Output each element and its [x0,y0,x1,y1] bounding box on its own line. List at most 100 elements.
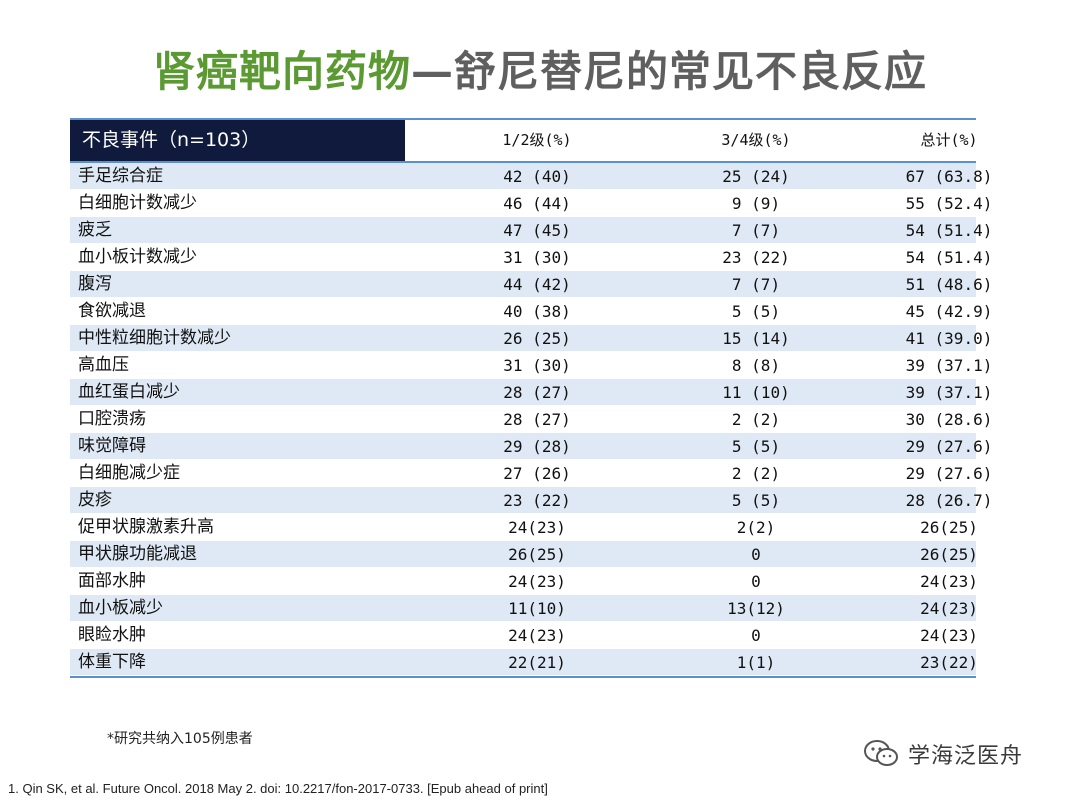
table-row: 高血压 31 (30) 8 (8) 39 (37.1) [70,352,992,379]
row-event-name: 腹泻 [78,274,112,294]
row-total: 26(25) [920,518,978,537]
row-total: 28 (26.7) [905,491,993,510]
adverse-events-table: 不良事件（n=103） 1/2级(%) 3/4级(%) 总计(%) 手足综合症 4… [70,118,992,678]
row-grade34: 9 (9) [731,194,781,213]
row-total: 55 (52.4) [905,194,993,213]
row-grade12: 47 (45) [503,221,571,240]
table-row: 面部水肿 24(23) 0 24(23) [70,568,978,595]
row-grade34: 1(1) [736,653,776,672]
row-grade12: 24(23) [508,626,566,645]
reference: 1. Qin SK, et al. Future Oncol. 2018 May… [8,781,548,796]
row-grade12: 44 (42) [503,275,571,294]
row-event-name: 血小板计数减少 [78,247,197,267]
row-total: 39 (37.1) [905,356,993,375]
row-total: 45 (42.9) [905,302,993,321]
table-row: 食欲减退 40 (38) 5 (5) 45 (42.9) [70,298,992,325]
table-row: 促甲状腺激素升高 24(23) 2(2) 26(25) [70,514,978,541]
wechat-icon [864,740,898,766]
table-row: 味觉障碍 29 (28) 5 (5) 29 (27.6) [70,433,992,460]
row-grade12: 46 (44) [503,194,571,213]
row-grade34: 15 (14) [722,329,790,348]
row-total: 24(23) [920,572,978,591]
row-total: 41 (39.0) [905,329,993,348]
row-grade34: 0 [751,626,761,645]
row-total: 67 (63.8) [905,167,993,186]
row-grade12: 23 (22) [503,491,571,510]
row-total: 54 (51.4) [905,248,993,267]
row-event-name: 中性粒细胞计数减少 [78,328,231,348]
row-grade34: 0 [751,545,761,564]
row-total: 29 (27.6) [905,464,993,483]
row-event-name: 甲状腺功能减退 [78,544,197,564]
header-event: 不良事件（n=103） [70,120,405,161]
row-event-name: 白细胞计数减少 [78,193,197,213]
row-grade12: 27 (26) [503,464,571,483]
table-row: 皮疹 23 (22) 5 (5) 28 (26.7) [70,487,992,514]
table-row: 甲状腺功能减退 26(25) 0 26(25) [70,541,978,568]
row-grade34: 25 (24) [722,167,790,186]
row-event-name: 体重下降 [78,652,146,672]
table-body: 手足综合症 42 (40) 25 (24) 67 (63.8) 白细胞计数减少 46 (4… [70,163,992,676]
row-event-name: 口腔溃疡 [78,409,146,429]
row-grade12: 26 (25) [503,329,571,348]
table-row: 血红蛋白减少 28 (27) 11 (10) 39 (37.1) [70,379,992,406]
row-grade12: 11(10) [508,599,566,618]
footnote: *研究共纳入105例患者 [107,731,253,747]
row-grade12: 28 (27) [503,410,571,429]
row-event-name: 面部水肿 [78,571,146,591]
row-event-name: 血红蛋白减少 [78,382,180,402]
table-row: 口腔溃疡 28 (27) 2 (2) 30 (28.6) [70,406,992,433]
row-grade12: 24(23) [508,572,566,591]
table-row: 白细胞计数减少 46 (44) 9 (9) 55 (52.4) [70,190,992,217]
row-event-name: 味觉障碍 [78,436,146,456]
table-row: 白细胞减少症 27 (26) 2 (2) 29 (27.6) [70,460,992,487]
watermark: 学海泛医舟 [862,736,1023,772]
table-row: 血小板减少 11(10) 13(12) 24(23) [70,595,978,622]
table-header: 不良事件（n=103） 1/2级(%) 3/4级(%) 总计(%) [70,118,978,163]
row-grade12: 40 (38) [503,302,571,321]
watermark-text: 学海泛医舟 [908,744,1024,769]
row-grade12: 28 (27) [503,383,571,402]
row-grade12: 29 (28) [503,437,571,456]
row-grade34: 13(12) [727,599,785,618]
page-title: 肾癌靶向药物—舒尼替尼的常见不良反应 [0,38,1080,99]
header-grade12: 1/2级(%) [502,131,572,149]
row-grade12: 26(25) [508,545,566,564]
row-event-name: 血小板减少 [78,598,163,618]
row-grade34: 2 (2) [731,464,781,483]
row-total: 30 (28.6) [905,410,993,429]
row-grade12: 42 (40) [503,167,571,186]
row-grade34: 5 (5) [731,302,781,321]
row-event-name: 食欲减退 [78,301,146,321]
row-total: 29 (27.6) [905,437,993,456]
row-event-name: 眼睑水肿 [78,625,146,645]
row-grade34: 2 (2) [731,410,781,429]
table-bottom-border [70,676,976,678]
row-total: 24(23) [920,599,978,618]
header-total: 总计(%) [920,131,978,149]
row-grade34: 5 (5) [731,491,781,510]
table-row: 手足综合症 42 (40) 25 (24) 67 (63.8) [70,163,992,190]
title-sub: —舒尼替尼的常见不良反应 [411,47,928,96]
row-grade34: 11 (10) [722,383,790,402]
row-total: 24(23) [920,626,978,645]
header-grade34: 3/4级(%) [721,131,791,149]
row-total: 26(25) [920,545,978,564]
row-event-name: 白细胞减少症 [78,463,180,483]
table-row: 腹泻 44 (42) 7 (7) 51 (48.6) [70,271,992,298]
row-total: 54 (51.4) [905,221,993,240]
row-grade12: 31 (30) [503,248,571,267]
row-total: 39 (37.1) [905,383,993,402]
row-event-name: 皮疹 [78,490,112,510]
row-grade34: 0 [751,572,761,591]
title-main: 肾癌靶向药物 [152,47,411,96]
row-total: 51 (48.6) [905,275,993,294]
row-grade34: 2(2) [736,518,776,537]
row-event-name: 疲乏 [78,220,112,240]
row-grade34: 7 (7) [731,221,781,240]
row-grade34: 8 (8) [731,356,781,375]
row-grade34: 5 (5) [731,437,781,456]
row-event-name: 高血压 [78,355,129,375]
table-row: 血小板计数减少 31 (30) 23 (22) 54 (51.4) [70,244,992,271]
table-row: 中性粒细胞计数减少 26 (25) 15 (14) 41 (39.0) [70,325,992,352]
